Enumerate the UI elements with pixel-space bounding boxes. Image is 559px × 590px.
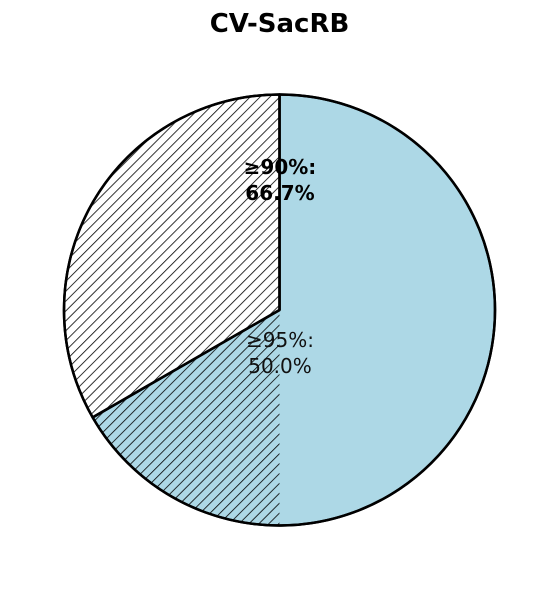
slice-label-90: ≥90%: 66.7%	[244, 155, 317, 205]
chart-title: CV-SacRB	[210, 9, 350, 39]
slices-layer	[62, 93, 497, 527]
slice-edge-2	[92, 308, 281, 419]
slice-label-95: ≥95%: 50.0%	[246, 328, 314, 378]
overlay-hatch-region	[92, 310, 280, 526]
labels-layer: ≥90%: 66.7% ≥95%: 50.0%	[244, 155, 317, 378]
